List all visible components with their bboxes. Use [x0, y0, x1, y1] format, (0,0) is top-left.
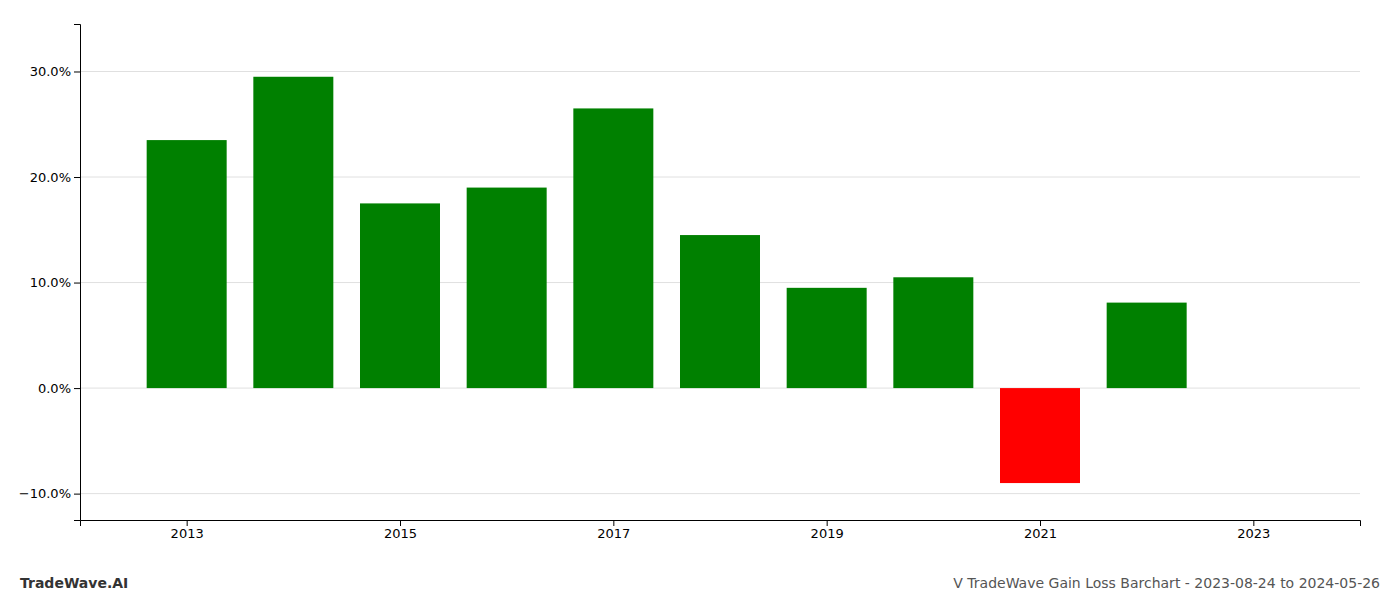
- x-tick-label: 2015: [384, 526, 417, 541]
- bar: [893, 277, 973, 388]
- y-tick-label: 20.0%: [30, 170, 71, 185]
- x-tick-mark: [1253, 520, 1254, 526]
- grid: [80, 71, 1360, 493]
- x-tick-label: 2023: [1237, 526, 1270, 541]
- x-tick: 2015: [384, 520, 417, 541]
- x-tick-mark: [187, 520, 188, 526]
- bar: [680, 235, 760, 388]
- x-tick: 2019: [811, 520, 844, 541]
- chart: 2013 2015 2017 2019 2021 2023 −10.0% 0.0% 10.0% 2…: [0, 0, 1400, 600]
- plot: 2013 2015 2017 2019 2021 2023 −10.0% 0.0% 10.0% 2…: [19, 25, 1361, 542]
- bars: [147, 77, 1187, 483]
- y-tick: −10.0%: [19, 486, 80, 501]
- y-tick-mark: [74, 71, 80, 72]
- y-tick-mark: [74, 388, 80, 389]
- y-tick-mark: [74, 177, 80, 178]
- x-tick-mark: [400, 520, 401, 526]
- grid-line: [80, 71, 1360, 72]
- title: V TradeWave Gain Loss Barchart - 2023-08…: [953, 575, 1380, 591]
- y-tick-mark: [74, 283, 80, 284]
- x-tick: 2013: [171, 520, 204, 541]
- y-tick-label: 0.0%: [38, 381, 71, 396]
- bar: [573, 108, 653, 388]
- x-tick-mark: [613, 520, 614, 526]
- x-axis-line: [81, 521, 1361, 527]
- x-tick-mark: [827, 520, 828, 526]
- bar: [1000, 388, 1080, 483]
- watermark: TradeWave.AI: [20, 575, 128, 591]
- x-tick: 2023: [1237, 520, 1270, 541]
- bar: [467, 188, 547, 389]
- bar: [1107, 303, 1187, 388]
- bar: [253, 77, 333, 388]
- bar: [360, 203, 440, 388]
- x-tick-label: 2019: [811, 526, 844, 541]
- y-tick-label: −10.0%: [19, 486, 71, 501]
- grid-line: [80, 493, 1360, 494]
- y-tick: 30.0%: [30, 64, 80, 79]
- y-tick-label: 10.0%: [30, 275, 71, 290]
- y-tick: 0.0%: [38, 381, 80, 396]
- bar: [147, 140, 227, 388]
- y-axis: −10.0% 0.0% 10.0% 20.0% 30.0%: [19, 25, 81, 521]
- x-tick: 2021: [1024, 520, 1057, 541]
- x-tick-label: 2017: [597, 526, 630, 541]
- x-tick: 2017: [597, 520, 630, 541]
- x-tick-label: 2021: [1024, 526, 1057, 541]
- y-tick-mark: [74, 494, 80, 495]
- x-tick-mark: [1040, 520, 1041, 526]
- y-tick: 20.0%: [30, 170, 80, 185]
- bar: [787, 288, 867, 388]
- x-axis: 2013 2015 2017 2019 2021 2023: [81, 520, 1361, 541]
- y-tick: 10.0%: [30, 275, 80, 290]
- y-tick-label: 30.0%: [30, 64, 71, 79]
- x-tick-label: 2013: [171, 526, 204, 541]
- y-axis-line: [74, 25, 81, 521]
